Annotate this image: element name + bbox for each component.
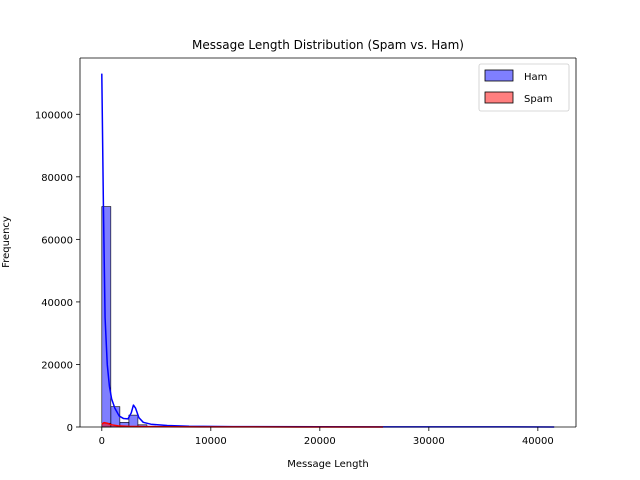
x-tick-label: 10000 xyxy=(195,436,227,447)
y-tick-label: 100000 xyxy=(35,110,73,121)
x-axis-ticks: 0 10000 20000 30000 40000 xyxy=(99,427,554,447)
y-axis-ticks: 0 20000 40000 60000 80000 100000 xyxy=(35,110,80,434)
bar-ham-0 xyxy=(101,206,112,428)
y-tick-label: 80000 xyxy=(41,173,73,184)
x-tick-label: 20000 xyxy=(304,436,336,447)
y-tick-label: 0 xyxy=(67,423,73,434)
x-tick-label: 30000 xyxy=(413,436,445,447)
axes-frame xyxy=(79,57,577,428)
legend-swatch-ham xyxy=(484,69,514,82)
legend: Ham Spam xyxy=(478,63,570,112)
x-tick-label: 40000 xyxy=(522,436,554,447)
y-axis-label: Frequency xyxy=(1,216,12,268)
y-tick-label: 20000 xyxy=(41,360,73,371)
plot-area xyxy=(80,58,576,427)
chart-title: Message Length Distribution (Spam vs. Ha… xyxy=(192,38,464,52)
x-axis-label: Message Length xyxy=(287,459,369,470)
bar-ham-3 xyxy=(128,414,139,428)
bar-spam-1 xyxy=(110,426,120,427)
y-tick-label: 40000 xyxy=(41,298,73,309)
x-tick-label: 0 xyxy=(99,436,105,447)
legend-label-ham: Ham xyxy=(524,72,547,83)
legend-swatch-spam xyxy=(484,91,514,104)
y-tick-label: 60000 xyxy=(41,235,73,246)
legend-label-spam: Spam xyxy=(524,94,553,105)
